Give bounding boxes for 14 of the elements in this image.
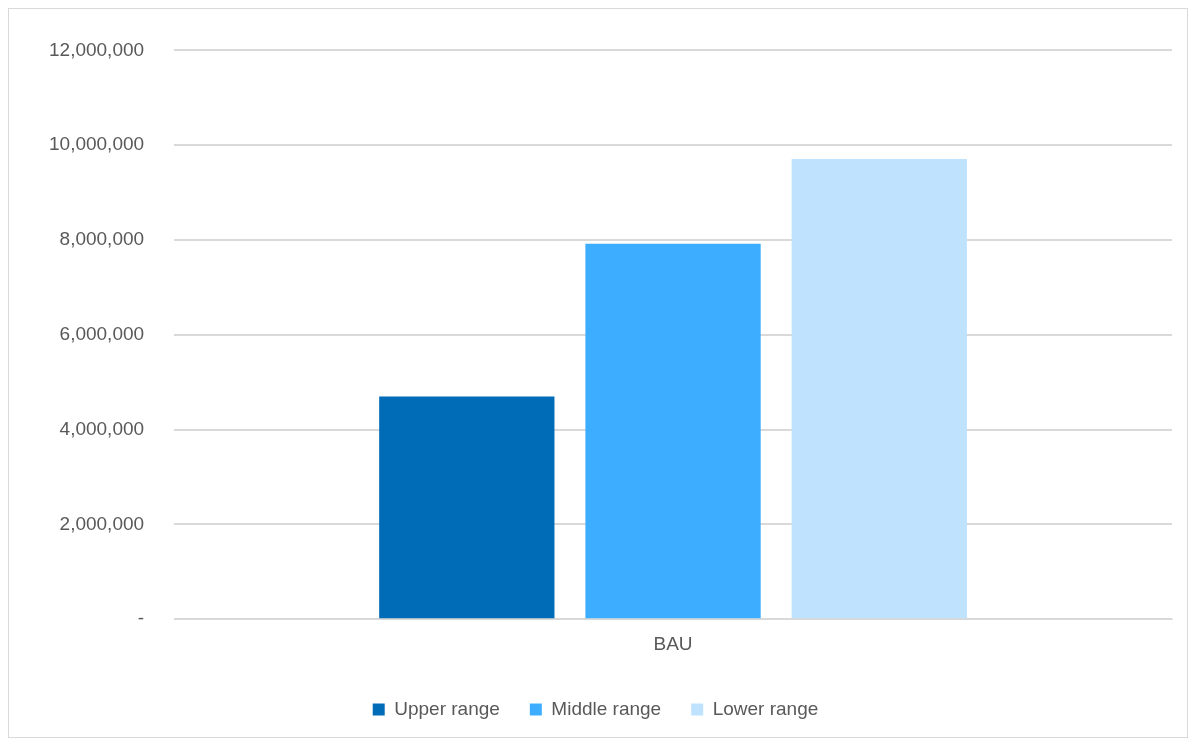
bar bbox=[791, 158, 967, 619]
y-tick-label: 10,000,000 bbox=[49, 133, 145, 155]
legend-label: Lower range bbox=[712, 697, 819, 719]
x-tick-label: BAU bbox=[653, 632, 693, 654]
y-tick-label: 12,000,000 bbox=[49, 38, 145, 60]
legend-label: Upper range bbox=[394, 697, 500, 719]
y-tick-label: 4,000,000 bbox=[59, 417, 145, 439]
y-tick-label: 8,000,000 bbox=[59, 228, 145, 250]
y-tick-label: - bbox=[137, 607, 145, 629]
legend-label: Middle range bbox=[551, 697, 662, 719]
y-tick-label: 2,000,000 bbox=[59, 512, 145, 534]
y-tick-label: 6,000,000 bbox=[59, 323, 145, 345]
bar bbox=[585, 243, 761, 619]
bar bbox=[379, 396, 555, 619]
